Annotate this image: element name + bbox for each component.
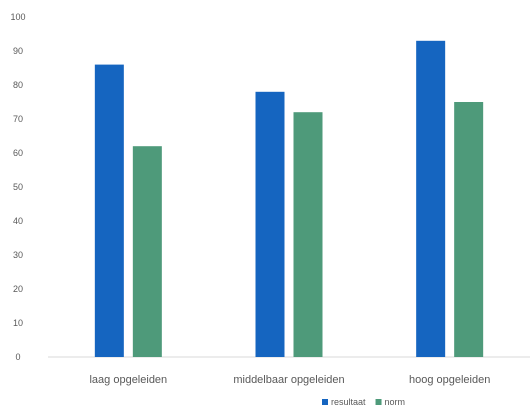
y-tick-label: 30 xyxy=(13,250,23,260)
y-tick-label: 10 xyxy=(13,318,23,328)
bar-resultaat-1 xyxy=(94,64,124,357)
bars xyxy=(94,40,484,358)
y-tick-label: 60 xyxy=(13,148,23,158)
y-tick-label: 80 xyxy=(13,80,23,90)
bar-norm-1 xyxy=(132,146,162,357)
y-tick-label: 40 xyxy=(13,216,23,226)
bar-resultaat-2 xyxy=(255,91,285,358)
y-tick-label: 100 xyxy=(10,12,25,22)
legend-swatch-resultaat xyxy=(322,399,328,405)
bar-norm-3 xyxy=(454,102,484,357)
x-tick-label: hoog opgeleiden xyxy=(409,374,490,386)
legend-swatch-norm xyxy=(375,399,382,405)
y-tick-label: 90 xyxy=(13,46,23,56)
y-axis: 0 10 20 30 40 50 60 70 80 90 100 xyxy=(10,12,25,362)
x-axis: laag opgeleiden middelbaar opgeleiden hoog… xyxy=(89,374,490,386)
y-tick-label: 20 xyxy=(13,284,23,294)
y-tick-label: 0 xyxy=(15,352,20,362)
legend-label-norm: norm xyxy=(385,397,406,407)
x-tick-label: middelbaar opgeleiden xyxy=(233,374,344,386)
y-tick-label: 50 xyxy=(13,182,23,192)
x-tick-label: laag opgeleiden xyxy=(89,374,167,386)
legend: resultaat norm xyxy=(322,397,405,407)
bar-norm-2 xyxy=(293,112,323,357)
legend-label-resultaat: resultaat xyxy=(331,397,366,407)
bar-resultaat-3 xyxy=(416,40,446,358)
y-tick-label: 70 xyxy=(13,114,23,124)
